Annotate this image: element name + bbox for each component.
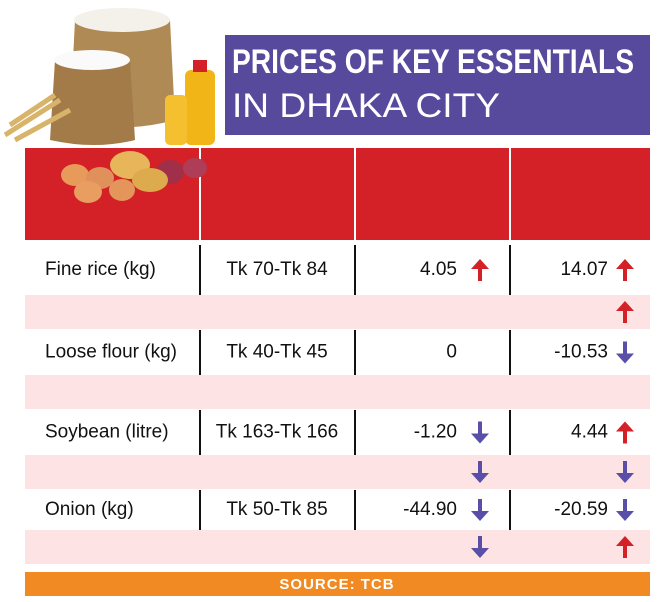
item: Onion (kg) — [45, 499, 134, 520]
source-bar — [25, 572, 650, 596]
change-2: -20.59 — [554, 499, 608, 520]
arrow-down — [471, 461, 489, 483]
arrow-down — [616, 499, 634, 521]
change-2: 4.44 — [571, 422, 608, 443]
sub-row — [25, 530, 650, 564]
food-illustration — [3, 8, 215, 203]
sub-row — [25, 375, 650, 409]
change-1: -44.90 — [403, 499, 457, 520]
change-2: 14.07 — [560, 259, 608, 280]
change-1: 0 — [446, 342, 457, 363]
change-1: 4.05 — [420, 259, 457, 280]
arrow-down — [471, 499, 489, 521]
arrow-down — [616, 341, 634, 364]
price: Tk 70-Tk 84 — [226, 259, 328, 280]
change-1: -1.20 — [414, 422, 457, 443]
price: Tk 163-Tk 166 — [216, 422, 339, 443]
title: PRICES OF KEY ESSENTIALS — [232, 43, 634, 81]
source: SOURCE: TCB — [279, 576, 394, 593]
price: Tk 40-Tk 45 — [226, 342, 327, 363]
arrow-up — [616, 301, 634, 323]
sub-row — [25, 295, 650, 329]
table-body: Fine rice (kg) Tk 70-Tk 84 4.05 14.07 Loose … — [25, 245, 650, 564]
arrow-up — [471, 259, 489, 281]
price: Tk 50-Tk 85 — [226, 499, 327, 520]
sub-row — [25, 455, 650, 489]
arrow-up — [616, 536, 634, 558]
arrow-up — [616, 259, 634, 281]
item: Soybean (litre) — [45, 422, 169, 443]
arrow-down — [471, 421, 489, 444]
arrow-down — [616, 461, 634, 483]
arrow-up — [616, 421, 634, 444]
item: Loose flour (kg) — [45, 342, 177, 363]
title-banner — [225, 35, 650, 135]
arrow-down — [471, 536, 489, 558]
item: Fine rice (kg) — [45, 259, 156, 280]
subtitle: IN DHAKA CITY — [232, 87, 500, 125]
change-2: -10.53 — [554, 342, 608, 363]
